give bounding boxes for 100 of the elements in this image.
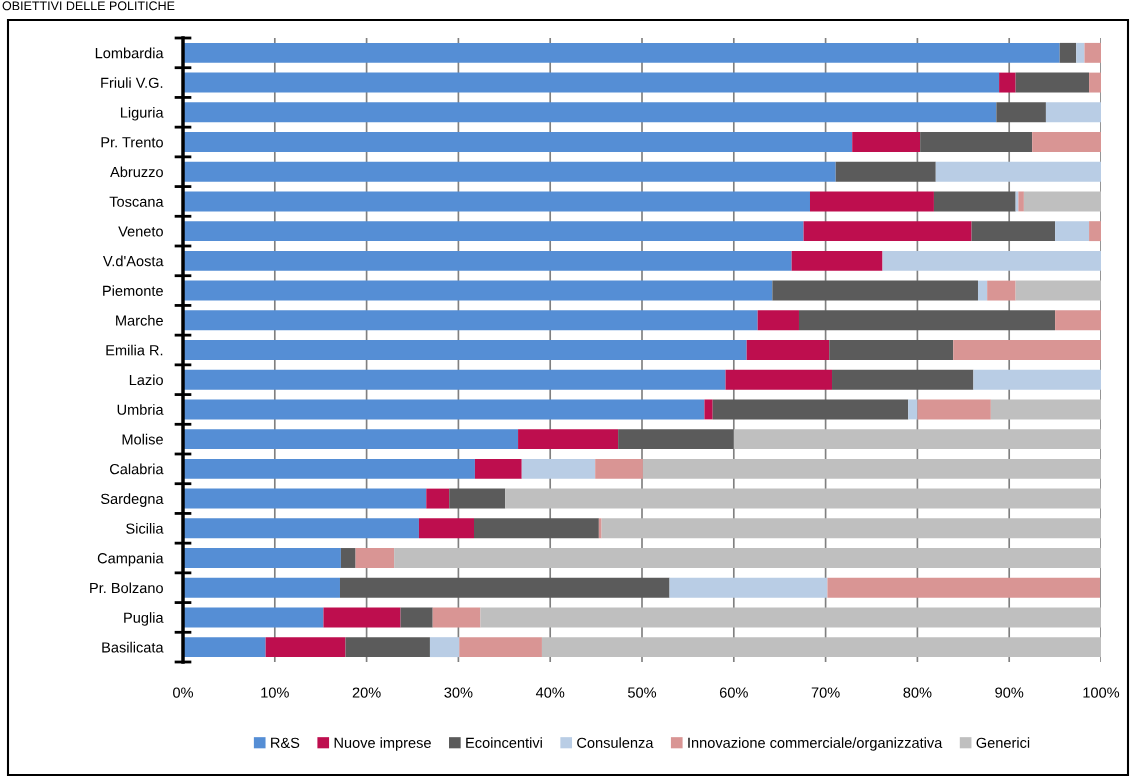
bar bbox=[183, 577, 340, 598]
bar bbox=[1023, 191, 1101, 212]
y-tick-label: Campania bbox=[97, 552, 164, 567]
chart-title: OBIETTIVI DELLE POLITICHE bbox=[2, 1, 175, 11]
bar bbox=[704, 399, 713, 420]
y-tick-label: Pr. Trento bbox=[101, 137, 163, 148]
bar bbox=[521, 458, 596, 479]
bar bbox=[835, 161, 936, 182]
bar bbox=[1045, 102, 1101, 123]
bar bbox=[618, 429, 734, 450]
bar bbox=[183, 102, 997, 123]
y-tick-label: Lazio bbox=[129, 374, 163, 386]
x-tick-label: 20% bbox=[352, 687, 381, 698]
bar bbox=[426, 488, 450, 509]
legend-label: Innovazione commerciale/organizzativa bbox=[688, 737, 943, 751]
bar bbox=[394, 548, 1101, 568]
bar bbox=[183, 488, 427, 509]
y-tick-label: Veneto bbox=[118, 226, 163, 237]
bar bbox=[183, 161, 836, 182]
y-tick-label: V.d'Aosta bbox=[102, 255, 164, 267]
y-tick-label: Sardegna bbox=[100, 493, 164, 507]
bar bbox=[183, 191, 810, 212]
bar bbox=[990, 399, 1101, 420]
bar bbox=[323, 607, 401, 628]
bar bbox=[746, 340, 830, 360]
legend-label: R&S bbox=[271, 737, 300, 748]
y-tick-label: Calabria bbox=[109, 463, 164, 475]
bar bbox=[1032, 132, 1101, 152]
bar bbox=[265, 637, 346, 658]
bar bbox=[1089, 72, 1101, 93]
bar bbox=[183, 369, 726, 390]
bar bbox=[953, 340, 1101, 360]
bar bbox=[183, 607, 324, 628]
legend-label: Consulenza bbox=[577, 737, 654, 748]
x-tick-label: 90% bbox=[995, 687, 1024, 698]
bar bbox=[999, 72, 1016, 93]
bar bbox=[1018, 191, 1024, 212]
y-tick-label: Friuli V.G. bbox=[101, 77, 163, 88]
bar bbox=[598, 518, 602, 539]
bar bbox=[827, 577, 1101, 598]
bar bbox=[183, 250, 792, 271]
bar bbox=[183, 637, 266, 658]
bar bbox=[935, 161, 1101, 182]
x-tick-label: 70% bbox=[811, 687, 840, 698]
bar bbox=[971, 221, 1056, 242]
bar bbox=[183, 72, 1000, 93]
bar bbox=[183, 132, 853, 152]
x-tick-label: 30% bbox=[444, 687, 473, 698]
bar bbox=[772, 280, 978, 301]
x-tick-label: 80% bbox=[903, 687, 932, 698]
bar bbox=[791, 250, 883, 271]
bar bbox=[908, 399, 918, 420]
y-tick-label: Pr. Bolzano bbox=[90, 582, 163, 594]
bar bbox=[541, 637, 1101, 658]
bar bbox=[345, 637, 430, 658]
bar bbox=[1084, 42, 1101, 63]
bar bbox=[339, 577, 670, 598]
x-tick-label: 0% bbox=[173, 687, 194, 698]
bar bbox=[429, 637, 460, 658]
bar bbox=[474, 458, 522, 479]
bar bbox=[803, 221, 972, 242]
y-tick-label: Piemonte bbox=[103, 285, 163, 296]
bar bbox=[669, 577, 828, 598]
x-tick-label: 100% bbox=[1083, 687, 1120, 698]
bar bbox=[882, 250, 1101, 271]
y-tick-label: Marche bbox=[116, 315, 163, 326]
bar bbox=[183, 280, 773, 301]
x-tick-label: 50% bbox=[627, 687, 657, 698]
bar bbox=[829, 340, 954, 360]
bar bbox=[480, 607, 1101, 628]
bar bbox=[1055, 310, 1101, 331]
bar bbox=[1015, 280, 1101, 301]
bar bbox=[432, 607, 481, 628]
bar bbox=[400, 607, 433, 628]
x-tick-label: 40% bbox=[535, 687, 565, 698]
y-tick-label: Sicilia bbox=[126, 523, 164, 534]
bar bbox=[798, 310, 1056, 331]
bar bbox=[595, 458, 643, 479]
bar bbox=[183, 548, 341, 568]
bar bbox=[712, 399, 909, 420]
bar bbox=[183, 399, 705, 420]
x-tick-label: 60% bbox=[719, 687, 748, 698]
y-tick-label: Liguria bbox=[120, 107, 164, 121]
bar bbox=[832, 369, 974, 390]
bar bbox=[449, 488, 506, 509]
y-tick-label: Toscana bbox=[109, 196, 164, 207]
bar bbox=[183, 42, 1060, 63]
y-tick-label: Molise bbox=[122, 433, 163, 445]
legend-label: Generici bbox=[976, 737, 1030, 748]
bar bbox=[183, 458, 475, 479]
bar bbox=[601, 518, 1101, 539]
bar bbox=[183, 518, 419, 539]
legend-label: Ecoincentivi bbox=[466, 737, 542, 748]
bar bbox=[459, 637, 542, 658]
bar bbox=[973, 369, 1101, 390]
bar bbox=[183, 429, 519, 450]
bar bbox=[757, 310, 799, 331]
bar bbox=[1059, 42, 1077, 63]
bar bbox=[183, 221, 804, 242]
bar bbox=[996, 102, 1046, 123]
